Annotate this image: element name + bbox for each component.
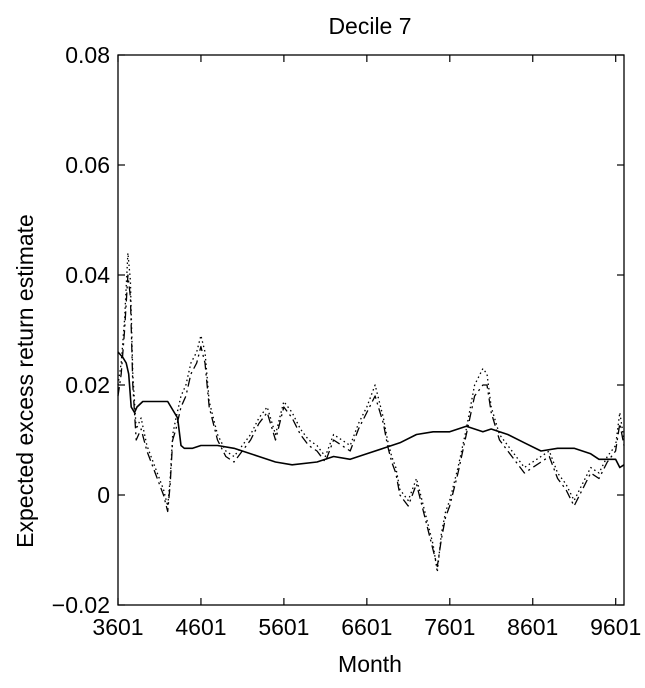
y-tick-label: −0.02 (52, 592, 110, 618)
y-tick-label: 0 (97, 482, 110, 508)
x-axis-label: Month (338, 651, 402, 677)
series-layer (117, 252, 625, 573)
y-tick-label: 0.04 (65, 262, 110, 288)
series-line-solid (117, 351, 625, 469)
series-line-dotted (117, 252, 625, 573)
chart-title: Decile 7 (328, 13, 411, 39)
x-tick-label: 5601 (258, 614, 309, 640)
series-line-dash-dot (117, 274, 625, 568)
tick-layer: 3601 4601 5601 6601 7601 8601 9601 −0.02 0 0.02 0.… (52, 42, 641, 640)
x-tick-label: 6601 (341, 614, 392, 640)
x-tick-label: 7601 (424, 614, 475, 640)
y-tick-label: 0.02 (65, 372, 110, 398)
y-tick-label: 0.06 (65, 152, 110, 178)
y-axis-label: Expected excess return estimate (12, 214, 38, 548)
x-tick-label: 4601 (175, 614, 226, 640)
y-tick-label: 0.08 (65, 42, 110, 68)
x-tick-label: 8601 (507, 614, 558, 640)
plot-frame (117, 54, 625, 606)
x-tick-label: 3601 (92, 614, 143, 640)
x-tick-label: 9601 (590, 614, 641, 640)
